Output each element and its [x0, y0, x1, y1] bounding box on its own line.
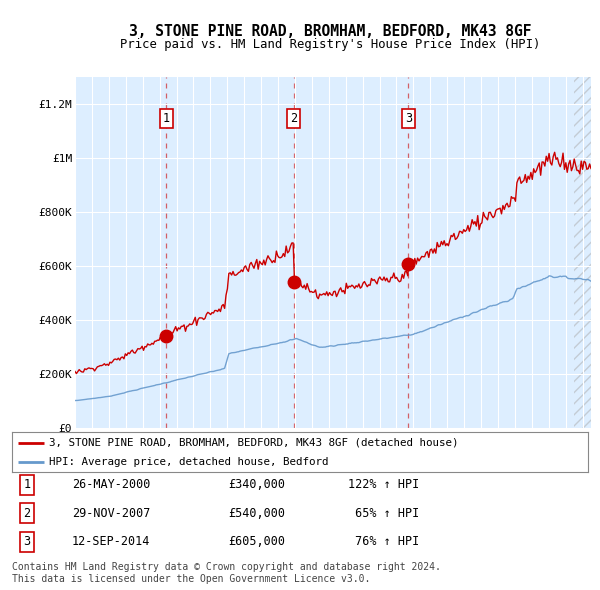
- Bar: [574, 77, 591, 428]
- Text: 3, STONE PINE ROAD, BROMHAM, BEDFORD, MK43 8GF: 3, STONE PINE ROAD, BROMHAM, BEDFORD, MK…: [129, 24, 531, 38]
- Text: 12-SEP-2014: 12-SEP-2014: [72, 535, 151, 548]
- Text: 1: 1: [163, 112, 170, 125]
- Text: 3, STONE PINE ROAD, BROMHAM, BEDFORD, MK43 8GF (detached house): 3, STONE PINE ROAD, BROMHAM, BEDFORD, MK…: [49, 438, 459, 448]
- Text: 26-MAY-2000: 26-MAY-2000: [72, 478, 151, 491]
- Text: HPI: Average price, detached house, Bedford: HPI: Average price, detached house, Bedf…: [49, 457, 329, 467]
- Text: 3: 3: [405, 112, 412, 125]
- Text: 2: 2: [290, 112, 297, 125]
- Text: Price paid vs. HM Land Registry's House Price Index (HPI): Price paid vs. HM Land Registry's House …: [120, 38, 540, 51]
- Bar: [574, 77, 591, 428]
- Text: 76% ↑ HPI: 76% ↑ HPI: [348, 535, 419, 548]
- Text: £605,000: £605,000: [228, 535, 285, 548]
- Text: £540,000: £540,000: [228, 507, 285, 520]
- Text: 122% ↑ HPI: 122% ↑ HPI: [348, 478, 419, 491]
- Text: £340,000: £340,000: [228, 478, 285, 491]
- Text: Contains HM Land Registry data © Crown copyright and database right 2024.
This d: Contains HM Land Registry data © Crown c…: [12, 562, 441, 584]
- Text: 65% ↑ HPI: 65% ↑ HPI: [348, 507, 419, 520]
- Text: 1: 1: [23, 478, 31, 491]
- Text: 2: 2: [23, 507, 31, 520]
- Text: 3: 3: [23, 535, 31, 548]
- Text: 29-NOV-2007: 29-NOV-2007: [72, 507, 151, 520]
